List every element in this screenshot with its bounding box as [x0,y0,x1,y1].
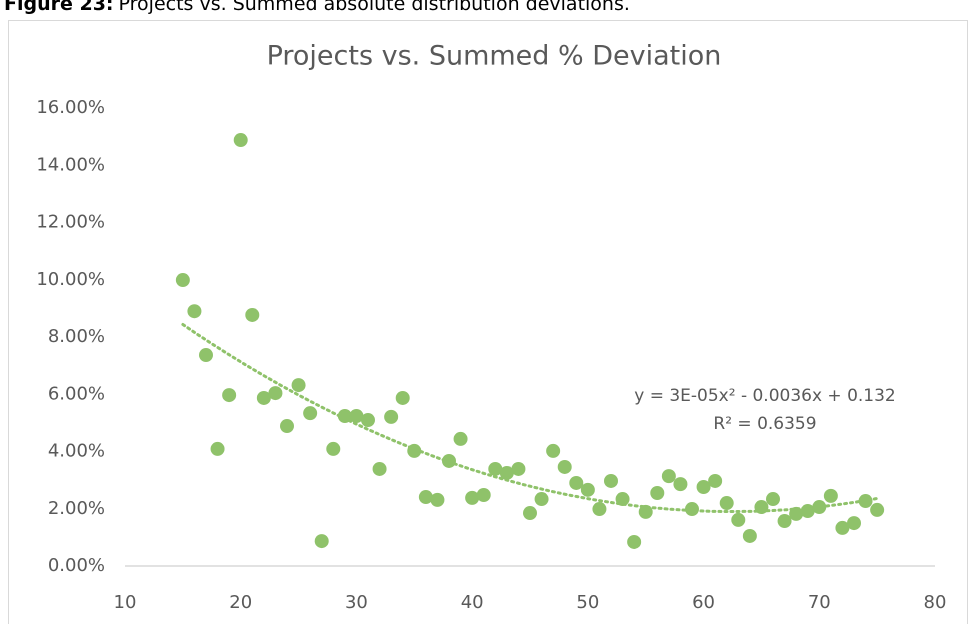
point [453,431,468,446]
point [835,520,850,535]
point [650,486,665,501]
trend-r-squared: R² = 0.6359 [713,414,816,434]
point [569,475,584,490]
point [685,502,699,517]
point [580,482,595,497]
point [777,514,792,529]
x-tick-label: 10 [114,592,137,613]
point [708,473,723,488]
point [303,406,318,421]
point [742,528,757,543]
point [280,419,294,434]
point [488,461,503,476]
x-tick-label: 30 [345,592,368,613]
point [847,516,861,531]
y-tick-label: 10.00% [36,269,105,290]
point [372,461,387,476]
point [766,492,780,507]
point [534,492,549,507]
point [199,348,213,363]
x-tick-label: 50 [576,592,599,613]
point [337,409,352,424]
y-tick-label: 8.00% [48,326,105,347]
point [256,390,271,405]
point [719,496,734,511]
point [233,133,248,148]
point [175,273,190,288]
caption-label: Figure 23: [4,0,114,15]
chart-frame [8,20,968,628]
chart-title: Projects vs. Summed % Deviation [267,41,722,72]
point [210,441,225,456]
point [430,492,445,507]
point [222,388,237,403]
x-tick-label: 40 [461,592,484,613]
point [789,506,804,521]
point [604,473,618,488]
point [615,492,630,507]
point [465,490,480,505]
caption-text: Projects vs. Summed absolute distributio… [119,0,630,15]
point [870,502,885,517]
point [546,443,561,458]
y-tick-label: 2.00% [48,498,105,519]
point [314,534,329,549]
point [696,479,711,494]
point [442,453,456,468]
point [627,534,642,549]
point [754,500,769,515]
point [326,441,341,456]
point [407,443,422,458]
point [268,386,283,401]
y-tick-label: 12.00% [36,212,105,233]
point [523,506,537,521]
point [418,490,433,505]
point [245,307,260,322]
point [661,469,676,484]
point [349,409,364,424]
x-tick-label: 80 [924,592,947,613]
point [812,500,827,515]
point [511,461,526,476]
y-tick-label: 16.00% [36,97,105,118]
y-tick-label: 0.00% [48,555,105,576]
trend-equation: y = 3E-05x² - 0.0036x + 0.132 [634,386,896,406]
point [823,488,838,503]
point [673,477,688,492]
x-tick-label: 60 [692,592,715,613]
point [638,504,653,519]
point [187,304,202,319]
point [291,378,306,393]
x-tick-label: 20 [229,592,252,613]
point [476,488,491,503]
y-tick-label: 6.00% [48,383,105,404]
point [499,465,514,480]
x-tick-label: 70 [808,592,831,613]
point [361,413,375,428]
y-tick-label: 14.00% [36,154,105,175]
point [800,504,815,519]
point [731,512,746,527]
point [557,459,572,474]
caption: Figure 23: Projects vs. Summed absolute d… [4,0,630,15]
point [858,494,873,509]
point [592,502,607,517]
point [384,409,399,424]
point [395,390,410,405]
y-tick-label: 4.00% [48,441,105,462]
